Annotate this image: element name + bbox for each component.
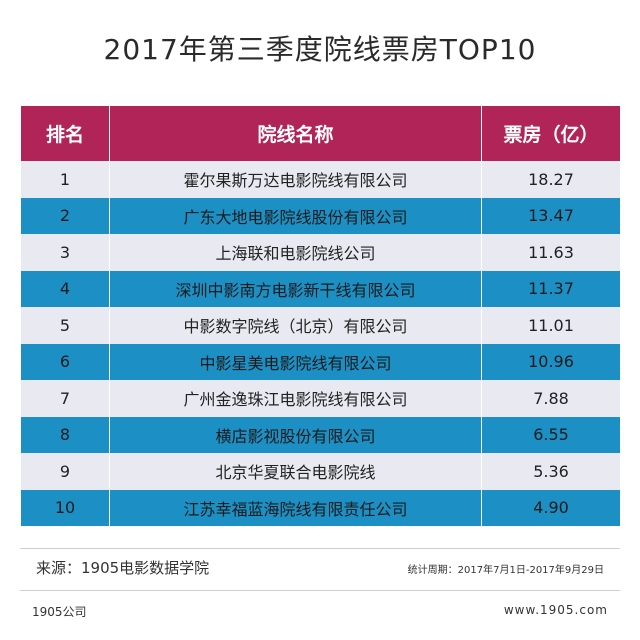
cinema-chain-cell: 广东大地电影院线股份有限公司: [109, 197, 482, 234]
ranking-table: 排名 院线名称 票房（亿） 1 霍尔果斯万达电影院线有限公司 18.27 2 广东大地电…: [20, 106, 621, 526]
box-office-cell: 7.88: [481, 380, 621, 417]
table-row: 4 深圳中影南方电影新干线有限公司 11.37: [20, 270, 621, 307]
cinema-chain-cell: 北京华夏联合电影院线: [109, 453, 482, 490]
chart-title: 2017年第三季度院线票房TOP10: [103, 33, 537, 66]
rank-cell: 1: [20, 161, 110, 198]
table-row: 9 北京华夏联合电影院线 5.36: [20, 453, 621, 490]
table-row: 5 中影数字院线（北京）有限公司 11.01: [20, 307, 621, 344]
cinema-chain-cell: 深圳中影南方电影新干线有限公司: [109, 270, 482, 307]
footer-divider-bottom: [20, 590, 620, 591]
rank-cell: 7: [20, 380, 110, 417]
cinema-chain-cell: 江苏幸福蓝海院线有限责任公司: [109, 489, 482, 526]
rank-cell: 6: [20, 343, 110, 380]
box-office-table: 排名 院线名称 票房（亿） 1 霍尔果斯万达电影院线有限公司 18.27 2 广东大地电…: [20, 106, 621, 526]
table-row: 6 中影星美电影院线有限公司 10.96: [20, 343, 621, 380]
box-office-cell: 11.63: [481, 234, 621, 271]
box-office-cell: 11.37: [481, 270, 621, 307]
header-rank: 排名: [20, 106, 110, 161]
box-office-cell: 5.36: [481, 453, 621, 490]
cinema-chain-cell: 中影星美电影院线有限公司: [109, 343, 482, 380]
period-text: 统计周期：2017年7月1日-2017年9月29日: [407, 565, 604, 576]
rank-cell: 3: [20, 234, 110, 271]
rank-cell: 9: [20, 453, 110, 490]
box-office-cell: 4.90: [481, 489, 621, 526]
table-row: 1 霍尔果斯万达电影院线有限公司 18.27: [20, 161, 621, 198]
header-box-office: 票房（亿）: [481, 106, 621, 161]
cinema-chain-cell: 上海联和电影院线公司: [109, 234, 482, 271]
table-row: 7 广州金逸珠江电影院线有限公司 7.88: [20, 380, 621, 417]
cinema-chain-cell: 广州金逸珠江电影院线有限公司: [109, 380, 482, 417]
table-body: 1 霍尔果斯万达电影院线有限公司 18.27 2 广东大地电影院线股份有限公司 13.47…: [20, 161, 621, 526]
table-header: 排名 院线名称 票房（亿）: [20, 106, 621, 161]
box-office-cell: 11.01: [481, 307, 621, 344]
source-text: 来源：1905电影数据学院: [36, 559, 210, 577]
box-office-cell: 6.55: [481, 416, 621, 453]
box-office-cell: 18.27: [481, 161, 621, 198]
cinema-chain-cell: 横店影视股份有限公司: [109, 416, 482, 453]
table-row: 2 广东大地电影院线股份有限公司 13.47: [20, 197, 621, 234]
rank-cell: 10: [20, 489, 110, 526]
box-office-cell: 13.47: [481, 197, 621, 234]
cinema-chain-cell: 霍尔果斯万达电影院线有限公司: [109, 161, 482, 198]
header-cinema-chain: 院线名称: [109, 106, 482, 161]
rank-cell: 4: [20, 270, 110, 307]
rank-cell: 2: [20, 197, 110, 234]
cinema-chain-cell: 中影数字院线（北京）有限公司: [109, 307, 482, 344]
website-url: www.1905.com: [503, 603, 608, 617]
table-row: 3 上海联和电影院线公司 11.63: [20, 234, 621, 271]
rank-cell: 5: [20, 307, 110, 344]
footer-divider-top: [20, 548, 620, 549]
box-office-cell: 10.96: [481, 343, 621, 380]
table-row: 10 江苏幸福蓝海院线有限责任公司 4.90: [20, 489, 621, 526]
company-name: 1905公司: [32, 605, 87, 619]
header-row: 排名 院线名称 票房（亿）: [20, 106, 621, 161]
table-row: 8 横店影视股份有限公司 6.55: [20, 416, 621, 453]
rank-cell: 8: [20, 416, 110, 453]
